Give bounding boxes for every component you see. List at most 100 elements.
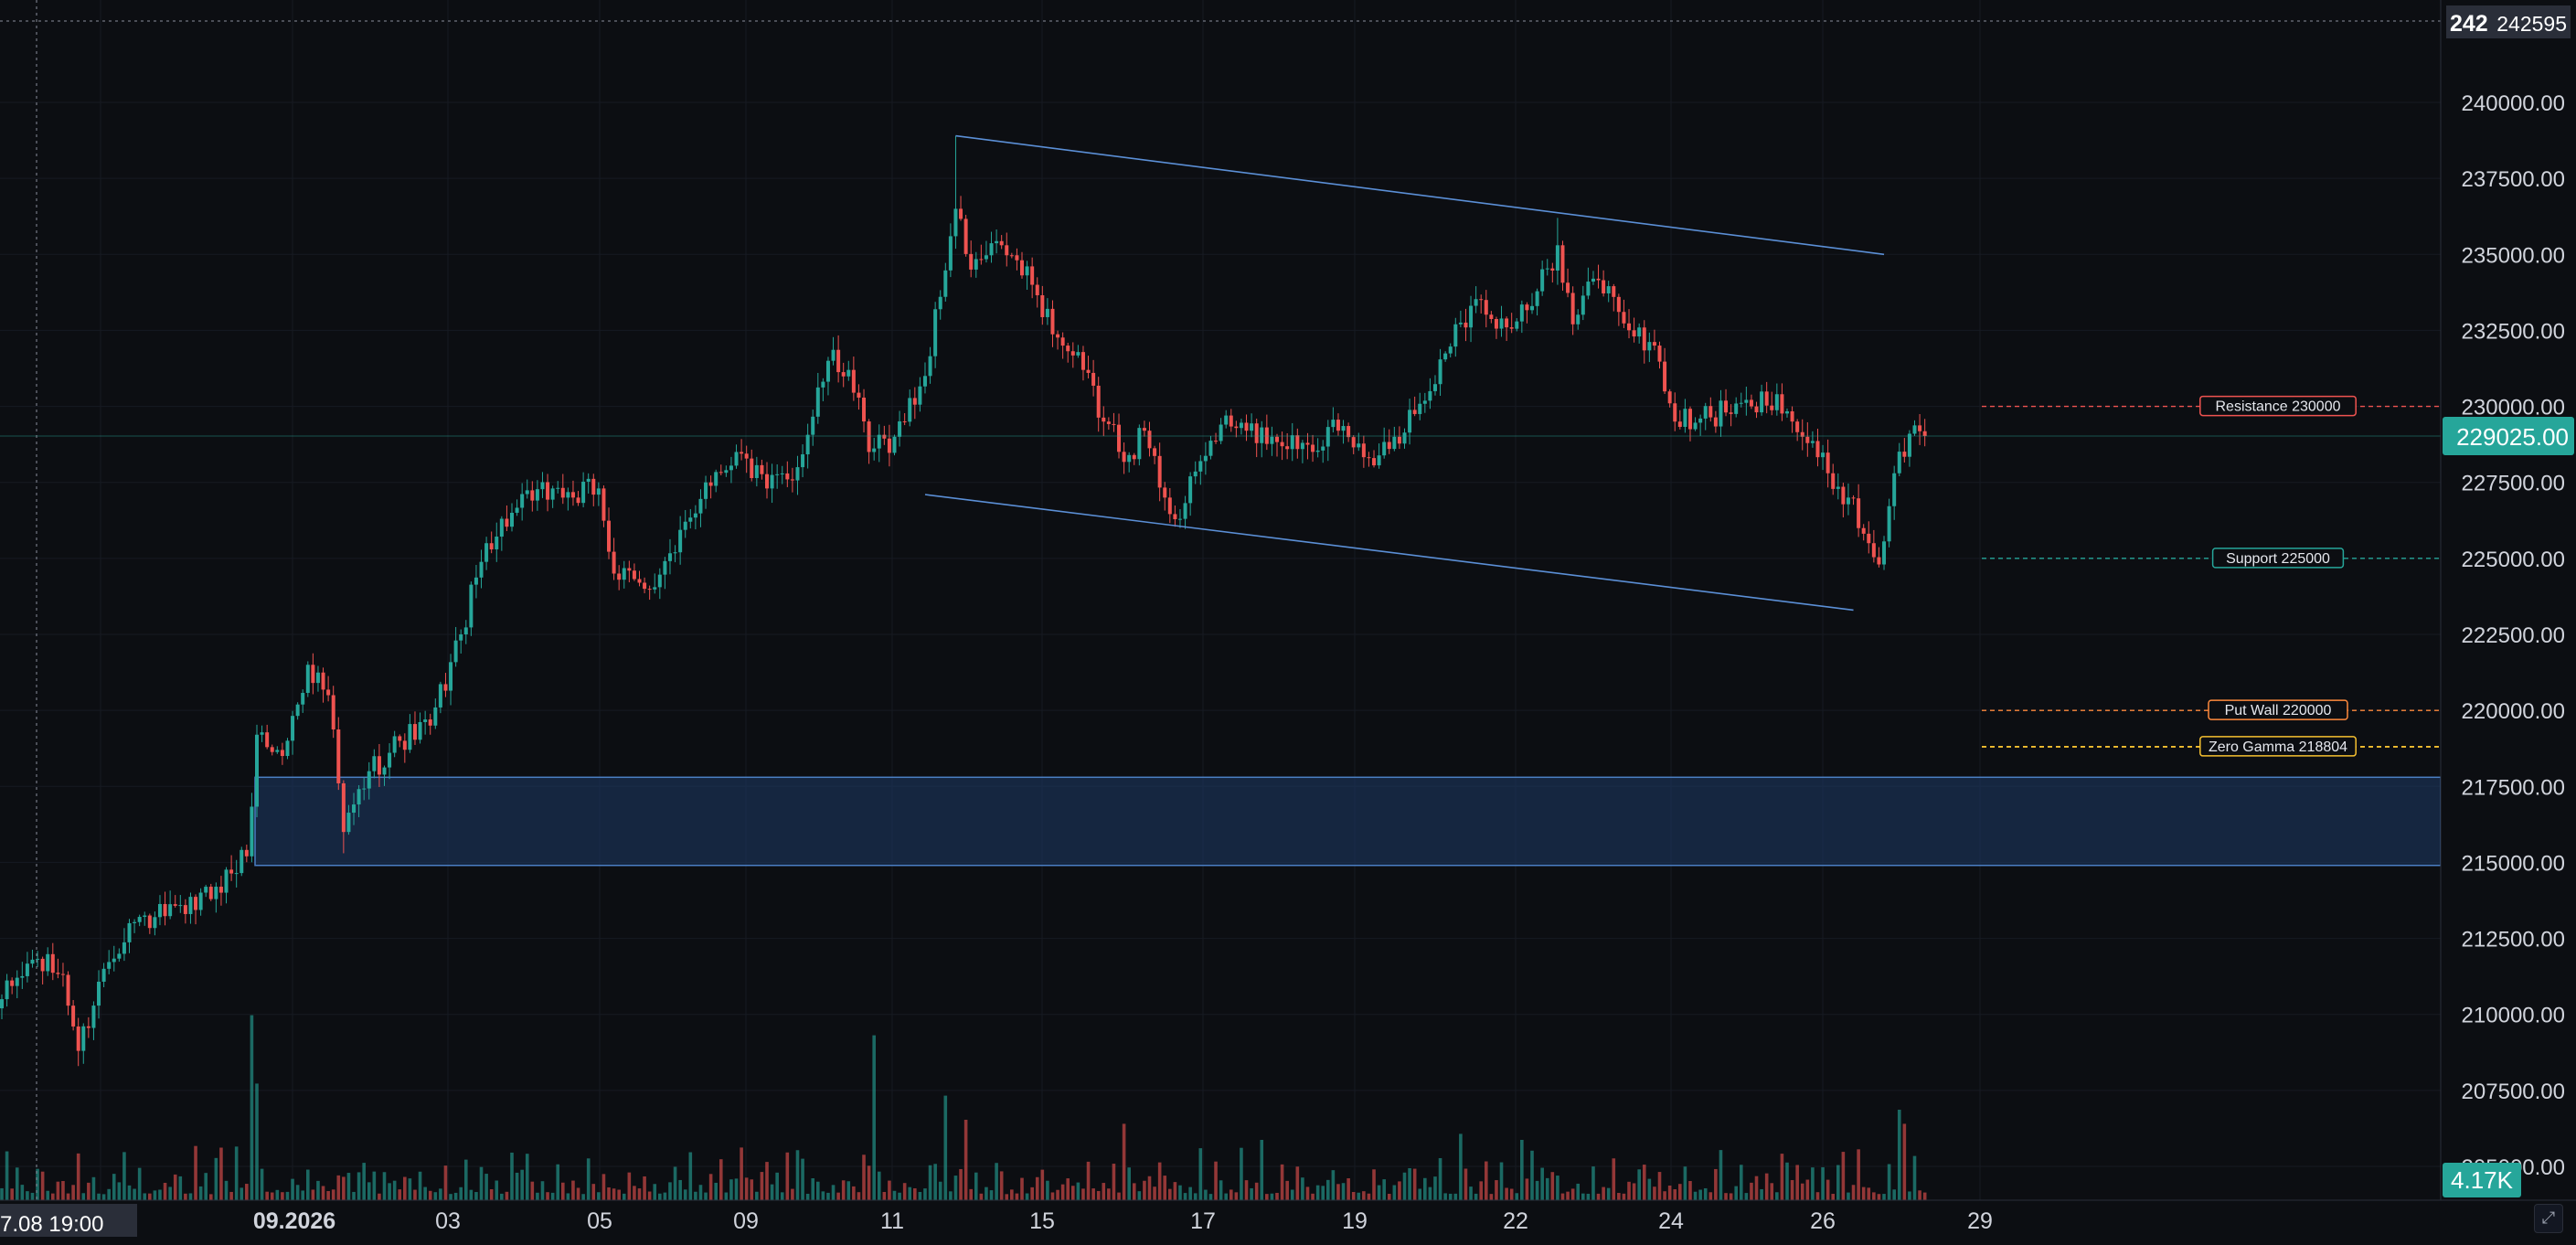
candle[interactable] (194, 894, 198, 925)
candle[interactable] (1744, 386, 1749, 416)
candle[interactable] (1397, 426, 1401, 450)
candle[interactable] (81, 1023, 86, 1064)
candle[interactable] (362, 777, 367, 801)
candle[interactable] (1070, 342, 1075, 368)
candle[interactable] (1882, 536, 1887, 570)
candle[interactable] (560, 474, 565, 505)
candle[interactable] (1663, 347, 1667, 394)
candle[interactable] (1861, 524, 1866, 541)
candle[interactable] (1137, 424, 1142, 466)
candle[interactable] (530, 481, 535, 512)
candle[interactable] (862, 388, 867, 433)
candle[interactable] (173, 895, 177, 908)
candle[interactable] (147, 913, 152, 934)
candle[interactable] (1412, 396, 1417, 417)
candle[interactable] (1555, 218, 1559, 285)
candle[interactable] (10, 977, 15, 995)
candle[interactable] (576, 491, 580, 506)
candle[interactable] (1020, 251, 1024, 279)
candle[interactable] (999, 235, 1004, 250)
candle[interactable] (1203, 442, 1208, 475)
candle[interactable] (377, 743, 381, 787)
candle[interactable] (418, 712, 422, 744)
candle[interactable] (744, 445, 749, 474)
candle[interactable] (280, 742, 284, 765)
candle[interactable] (1902, 438, 1907, 463)
candle[interactable] (1677, 410, 1682, 430)
candle[interactable] (627, 560, 632, 583)
candle[interactable] (657, 568, 662, 600)
candle[interactable] (653, 573, 657, 594)
candle[interactable] (25, 952, 29, 983)
candle[interactable] (270, 744, 274, 756)
candle[interactable] (479, 549, 484, 589)
candle[interactable] (1050, 300, 1055, 347)
candle[interactable] (1005, 232, 1009, 267)
candle[interactable] (412, 711, 417, 745)
candle[interactable] (846, 360, 851, 381)
candle[interactable] (643, 577, 647, 594)
candle[interactable] (825, 356, 830, 396)
candle[interactable] (1632, 317, 1636, 343)
candle[interactable] (750, 449, 754, 482)
candle[interactable] (474, 565, 478, 599)
candle[interactable] (1260, 420, 1264, 458)
candle[interactable] (1382, 427, 1387, 459)
candle[interactable] (1234, 420, 1239, 438)
candle[interactable] (71, 1000, 76, 1031)
candle[interactable] (1698, 414, 1703, 436)
candle[interactable] (1361, 435, 1366, 468)
candle[interactable] (815, 372, 820, 424)
candle[interactable] (1347, 422, 1351, 442)
candle[interactable] (1142, 420, 1146, 437)
candle[interactable] (1576, 309, 1581, 330)
candle[interactable] (1474, 286, 1478, 314)
candle[interactable] (352, 793, 357, 825)
candle[interactable] (989, 231, 994, 263)
candle[interactable] (1106, 417, 1111, 431)
candle[interactable] (1183, 495, 1187, 529)
candle[interactable] (234, 859, 239, 888)
candle[interactable] (1602, 270, 1606, 297)
candle[interactable] (632, 563, 636, 581)
candle[interactable] (443, 673, 448, 697)
candle[interactable] (143, 911, 147, 926)
candle[interactable] (708, 475, 713, 499)
candle[interactable] (821, 378, 825, 401)
candle[interactable] (382, 765, 387, 786)
candle[interactable] (617, 565, 622, 591)
candle[interactable] (1836, 473, 1840, 500)
candle[interactable] (1708, 397, 1713, 422)
candle[interactable] (168, 890, 173, 920)
candle[interactable] (596, 482, 601, 506)
candle[interactable] (724, 465, 729, 477)
candle[interactable] (1372, 450, 1377, 468)
candle[interactable] (1428, 378, 1432, 410)
candle[interactable] (1851, 495, 1856, 505)
candle[interactable] (311, 653, 315, 695)
candle[interactable] (948, 223, 953, 278)
candle[interactable] (1581, 285, 1585, 321)
candle[interactable] (275, 746, 280, 754)
candle[interactable] (1479, 294, 1484, 314)
candle[interactable] (515, 499, 519, 516)
candle[interactable] (1091, 359, 1096, 397)
candle[interactable] (908, 389, 912, 427)
candle[interactable] (1224, 410, 1229, 429)
candle[interactable] (1432, 375, 1437, 396)
candle[interactable] (566, 487, 570, 511)
candle[interactable] (591, 474, 596, 506)
candle[interactable] (398, 734, 402, 748)
candle[interactable] (693, 505, 697, 530)
candle[interactable] (1153, 445, 1157, 464)
candle[interactable] (1739, 392, 1743, 408)
candle[interactable] (546, 474, 550, 512)
candle[interactable] (729, 456, 733, 484)
candle[interactable] (438, 681, 442, 714)
candle[interactable] (938, 290, 942, 320)
candle[interactable] (805, 423, 810, 469)
candle[interactable] (892, 434, 897, 456)
candle[interactable] (1780, 383, 1784, 421)
candle[interactable] (469, 581, 474, 636)
candle[interactable] (112, 945, 116, 972)
